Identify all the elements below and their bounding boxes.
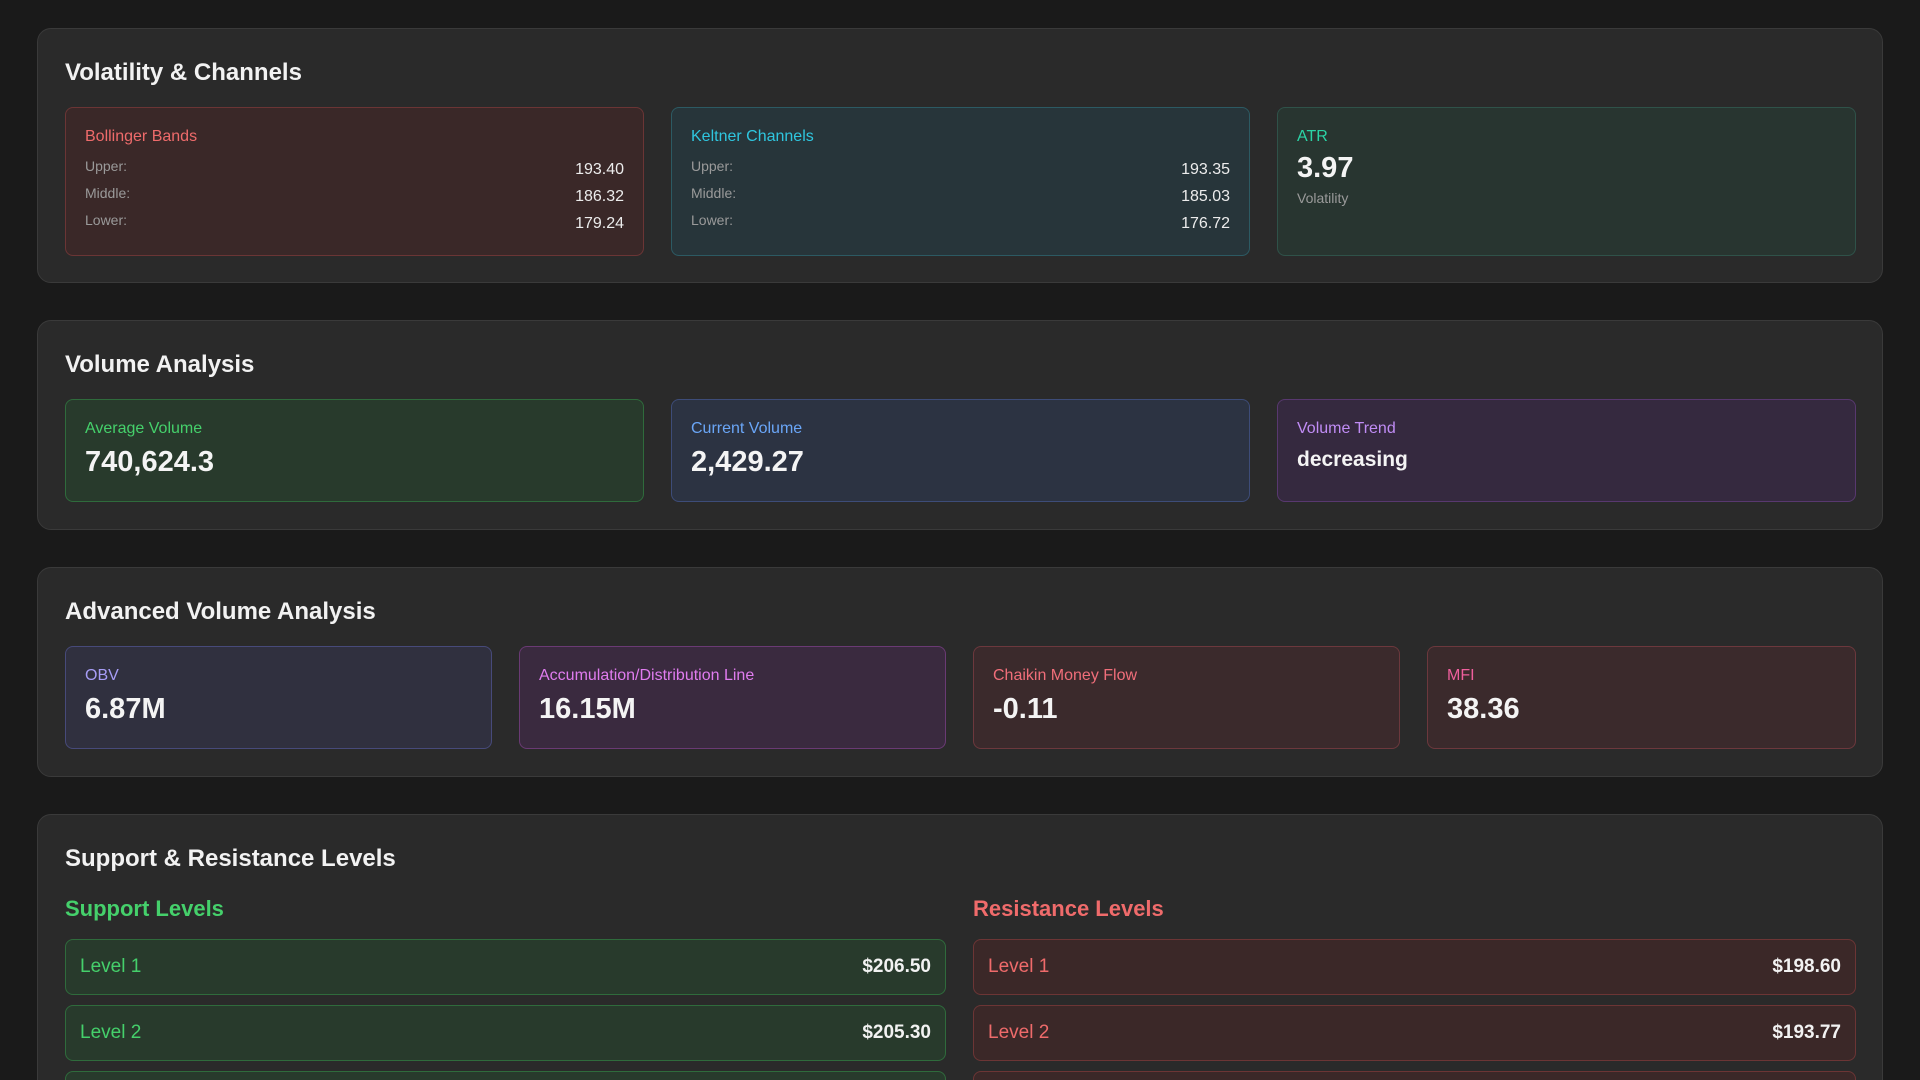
keltner-upper-key: Upper: [691,158,734,174]
volume-trend-label: Volume Trend [1297,420,1396,437]
resistance-level-price: $198.60 [1772,956,1841,977]
volatility-title: Volatility & Channels [65,59,302,86]
bollinger-lower-value: 179.24 [575,215,624,232]
resistance-level-name: Level 1 [988,956,1050,977]
support-level-row-partial [65,1071,946,1080]
keltner-channels-card: Keltner Channels Upper: 193.35 Middle: 1… [671,107,1250,256]
advanced-volume-title: Advanced Volume Analysis [65,598,376,625]
keltner-middle-key: Middle: [691,185,737,201]
keltner-upper-value: 193.35 [1181,161,1230,178]
keltner-middle-row: Middle: 185.03 [691,185,1230,207]
average-volume-label: Average Volume [85,420,203,437]
adl-label: Accumulation/Distribution Line [539,667,755,684]
average-volume-card: Average Volume 740,624.3 [65,399,644,502]
support-resistance-panel: Support & Resistance Levels Support Leve… [37,814,1883,1080]
support-resistance-title: Support & Resistance Levels [65,845,396,872]
bollinger-middle-value: 186.32 [575,188,624,205]
mfi-label: MFI [1447,667,1475,684]
adl-value: 16.15M [539,693,636,725]
current-volume-label: Current Volume [691,420,803,437]
resistance-level-row-partial [973,1071,1856,1080]
average-volume-value: 740,624.3 [85,446,215,478]
atr-sub: Volatility [1297,190,1349,206]
bollinger-lower-row: Lower: 179.24 [85,212,624,234]
cmf-value: -0.11 [993,693,1058,725]
mfi-card: MFI 38.36 [1427,646,1856,749]
volume-trend-value: decreasing [1297,448,1408,471]
bollinger-upper-value: 193.40 [575,161,624,178]
obv-card: OBV 6.87M [65,646,492,749]
keltner-lower-key: Lower: [691,212,734,228]
advanced-volume-panel: Advanced Volume Analysis OBV 6.87M Accum… [37,567,1883,777]
cmf-label: Chaikin Money Flow [993,667,1138,684]
adl-card: Accumulation/Distribution Line 16.15M [519,646,946,749]
volatility-panel: Volatility & Channels Bollinger Bands Up… [37,28,1883,283]
support-levels-heading: Support Levels [65,896,224,921]
obv-value: 6.87M [85,693,166,725]
support-level-row: Level 2 $205.30 [65,1005,946,1061]
support-level-row: Level 1 $206.50 [65,939,946,995]
volume-panel: Volume Analysis Average Volume 740,624.3… [37,320,1883,530]
volume-title: Volume Analysis [65,351,255,378]
current-volume-value: 2,429.27 [691,446,804,478]
resistance-level-price: $193.77 [1772,1022,1841,1043]
keltner-middle-value: 185.03 [1181,188,1230,205]
bollinger-lower-key: Lower: [85,212,128,228]
resistance-level-row: Level 2 $193.77 [973,1005,1856,1061]
atr-value: 3.97 [1297,152,1354,184]
current-volume-card: Current Volume 2,429.27 [671,399,1250,502]
keltner-lower-row: Lower: 176.72 [691,212,1230,234]
atr-card: ATR 3.97 Volatility [1277,107,1856,256]
keltner-lower-value: 176.72 [1181,215,1230,232]
obv-label: OBV [85,667,119,684]
support-level-name: Level 2 [80,1022,142,1043]
bollinger-label: Bollinger Bands [85,128,198,145]
support-level-price: $206.50 [862,956,931,977]
bollinger-middle-key: Middle: [85,185,131,201]
cmf-card: Chaikin Money Flow -0.11 [973,646,1400,749]
support-level-price: $205.30 [862,1022,931,1043]
keltner-label: Keltner Channels [691,128,814,145]
atr-label: ATR [1297,128,1328,145]
bollinger-middle-row: Middle: 186.32 [85,185,624,207]
resistance-level-name: Level 2 [988,1022,1050,1043]
bollinger-upper-row: Upper: 193.40 [85,158,624,180]
bollinger-upper-key: Upper: [85,158,128,174]
resistance-levels-heading: Resistance Levels [973,896,1164,921]
volume-trend-card: Volume Trend decreasing [1277,399,1856,502]
resistance-level-row: Level 1 $198.60 [973,939,1856,995]
bollinger-bands-card: Bollinger Bands Upper: 193.40 Middle: 18… [65,107,644,256]
keltner-upper-row: Upper: 193.35 [691,158,1230,180]
support-level-name: Level 1 [80,956,142,977]
mfi-value: 38.36 [1447,693,1520,725]
